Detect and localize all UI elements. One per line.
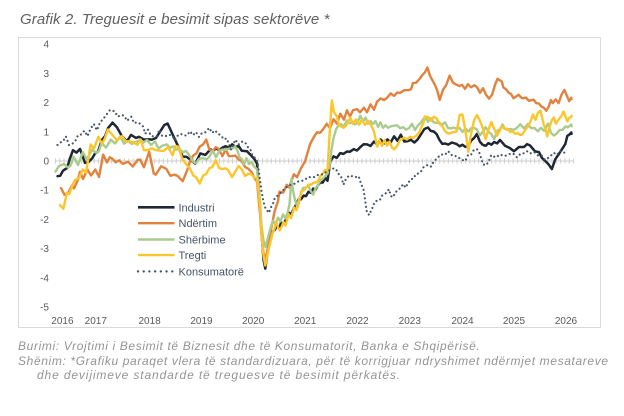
svg-text:-4: -4: [40, 273, 49, 284]
svg-text:2025: 2025: [503, 316, 526, 327]
svg-text:2016: 2016: [51, 316, 74, 327]
svg-text:2021: 2021: [294, 316, 317, 327]
svg-text:2017: 2017: [85, 316, 108, 327]
svg-text:1: 1: [43, 127, 49, 138]
svg-text:Ndërtim: Ndërtim: [179, 218, 218, 230]
svg-text:0: 0: [43, 157, 49, 168]
svg-text:Industri: Industri: [179, 202, 215, 214]
svg-text:Konsumatorë: Konsumatorë: [179, 266, 244, 278]
svg-text:Shërbime: Shërbime: [179, 235, 226, 247]
svg-text:Tregti: Tregti: [179, 250, 207, 262]
svg-text:-3: -3: [40, 244, 49, 255]
svg-text:2: 2: [43, 98, 49, 109]
svg-text:2022: 2022: [346, 316, 369, 327]
svg-text:2024: 2024: [451, 316, 474, 327]
svg-text:-5: -5: [40, 303, 49, 314]
svg-text:2023: 2023: [399, 316, 422, 327]
svg-text:4: 4: [43, 40, 49, 51]
svg-text:2019: 2019: [190, 316, 213, 327]
svg-text:2018: 2018: [138, 316, 161, 327]
svg-text:2026: 2026: [555, 316, 578, 327]
svg-text:3: 3: [43, 69, 49, 80]
svg-text:2020: 2020: [242, 316, 265, 327]
svg-text:-1: -1: [40, 186, 49, 197]
svg-text:-2: -2: [40, 215, 49, 226]
